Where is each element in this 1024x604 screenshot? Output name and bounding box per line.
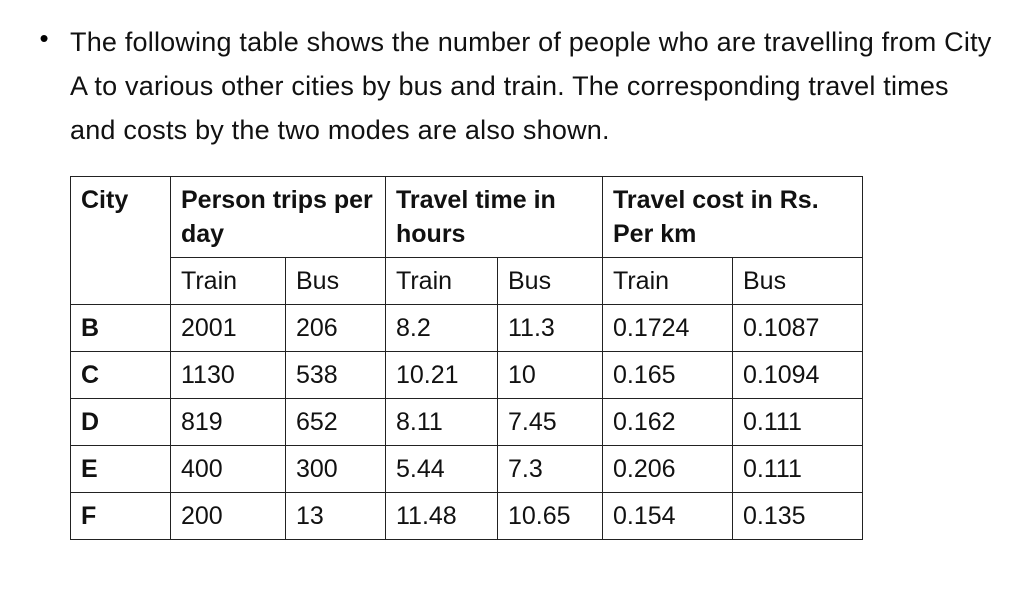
col-header-cost: Travel cost in Rs. Per km [603, 177, 863, 258]
cell-city: B [71, 305, 171, 352]
cell-cost-train: 0.165 [603, 352, 733, 399]
cell-cost-train: 0.206 [603, 446, 733, 493]
table-row: F 200 13 11.48 10.65 0.154 0.135 [71, 493, 863, 540]
cell-cost-train: 0.1724 [603, 305, 733, 352]
cell-city: C [71, 352, 171, 399]
travel-table: City Person trips per day Travel time in… [70, 176, 863, 540]
subheader-cost-bus: Bus [733, 258, 863, 305]
cell-time-train: 11.48 [386, 493, 498, 540]
col-header-trips: Person trips per day [171, 177, 386, 258]
cell-time-bus: 11.3 [498, 305, 603, 352]
cell-trips-train: 1130 [171, 352, 286, 399]
bullet-icon: • [18, 20, 70, 56]
cell-time-train: 10.21 [386, 352, 498, 399]
cell-city: F [71, 493, 171, 540]
table-header-row-1: City Person trips per day Travel time in… [71, 177, 863, 258]
subheader-trips-bus: Bus [286, 258, 386, 305]
bullet-row: • The following table shows the number o… [18, 20, 1006, 152]
table-row: B 2001 206 8.2 11.3 0.1724 0.1087 [71, 305, 863, 352]
cell-trips-bus: 538 [286, 352, 386, 399]
cell-time-bus: 10 [498, 352, 603, 399]
cell-city: D [71, 399, 171, 446]
cell-trips-bus: 206 [286, 305, 386, 352]
page: • The following table shows the number o… [0, 0, 1024, 560]
table-row: E 400 300 5.44 7.3 0.206 0.111 [71, 446, 863, 493]
table-header-row-2: Train Bus Train Bus Train Bus [71, 258, 863, 305]
cell-trips-train: 819 [171, 399, 286, 446]
subheader-cost-train: Train [603, 258, 733, 305]
cell-time-bus: 7.45 [498, 399, 603, 446]
cell-cost-bus: 0.111 [733, 399, 863, 446]
cell-cost-bus: 0.1087 [733, 305, 863, 352]
cell-cost-train: 0.162 [603, 399, 733, 446]
cell-cost-bus: 0.135 [733, 493, 863, 540]
cell-cost-bus: 0.111 [733, 446, 863, 493]
cell-time-train: 8.2 [386, 305, 498, 352]
cell-trips-bus: 300 [286, 446, 386, 493]
cell-trips-train: 400 [171, 446, 286, 493]
table-wrap: City Person trips per day Travel time in… [70, 176, 1006, 540]
col-header-city: City [71, 177, 171, 305]
cell-trips-bus: 652 [286, 399, 386, 446]
subheader-trips-train: Train [171, 258, 286, 305]
cell-time-bus: 7.3 [498, 446, 603, 493]
table-row: D 819 652 8.11 7.45 0.162 0.111 [71, 399, 863, 446]
cell-city: E [71, 446, 171, 493]
cell-trips-train: 2001 [171, 305, 286, 352]
cell-trips-bus: 13 [286, 493, 386, 540]
col-header-time: Travel time in hours [386, 177, 603, 258]
subheader-time-bus: Bus [498, 258, 603, 305]
cell-time-train: 8.11 [386, 399, 498, 446]
cell-time-train: 5.44 [386, 446, 498, 493]
cell-time-bus: 10.65 [498, 493, 603, 540]
cell-trips-train: 200 [171, 493, 286, 540]
subheader-time-train: Train [386, 258, 498, 305]
table-row: C 1130 538 10.21 10 0.165 0.1094 [71, 352, 863, 399]
cell-cost-train: 0.154 [603, 493, 733, 540]
intro-text: The following table shows the number of … [70, 20, 1006, 152]
cell-cost-bus: 0.1094 [733, 352, 863, 399]
